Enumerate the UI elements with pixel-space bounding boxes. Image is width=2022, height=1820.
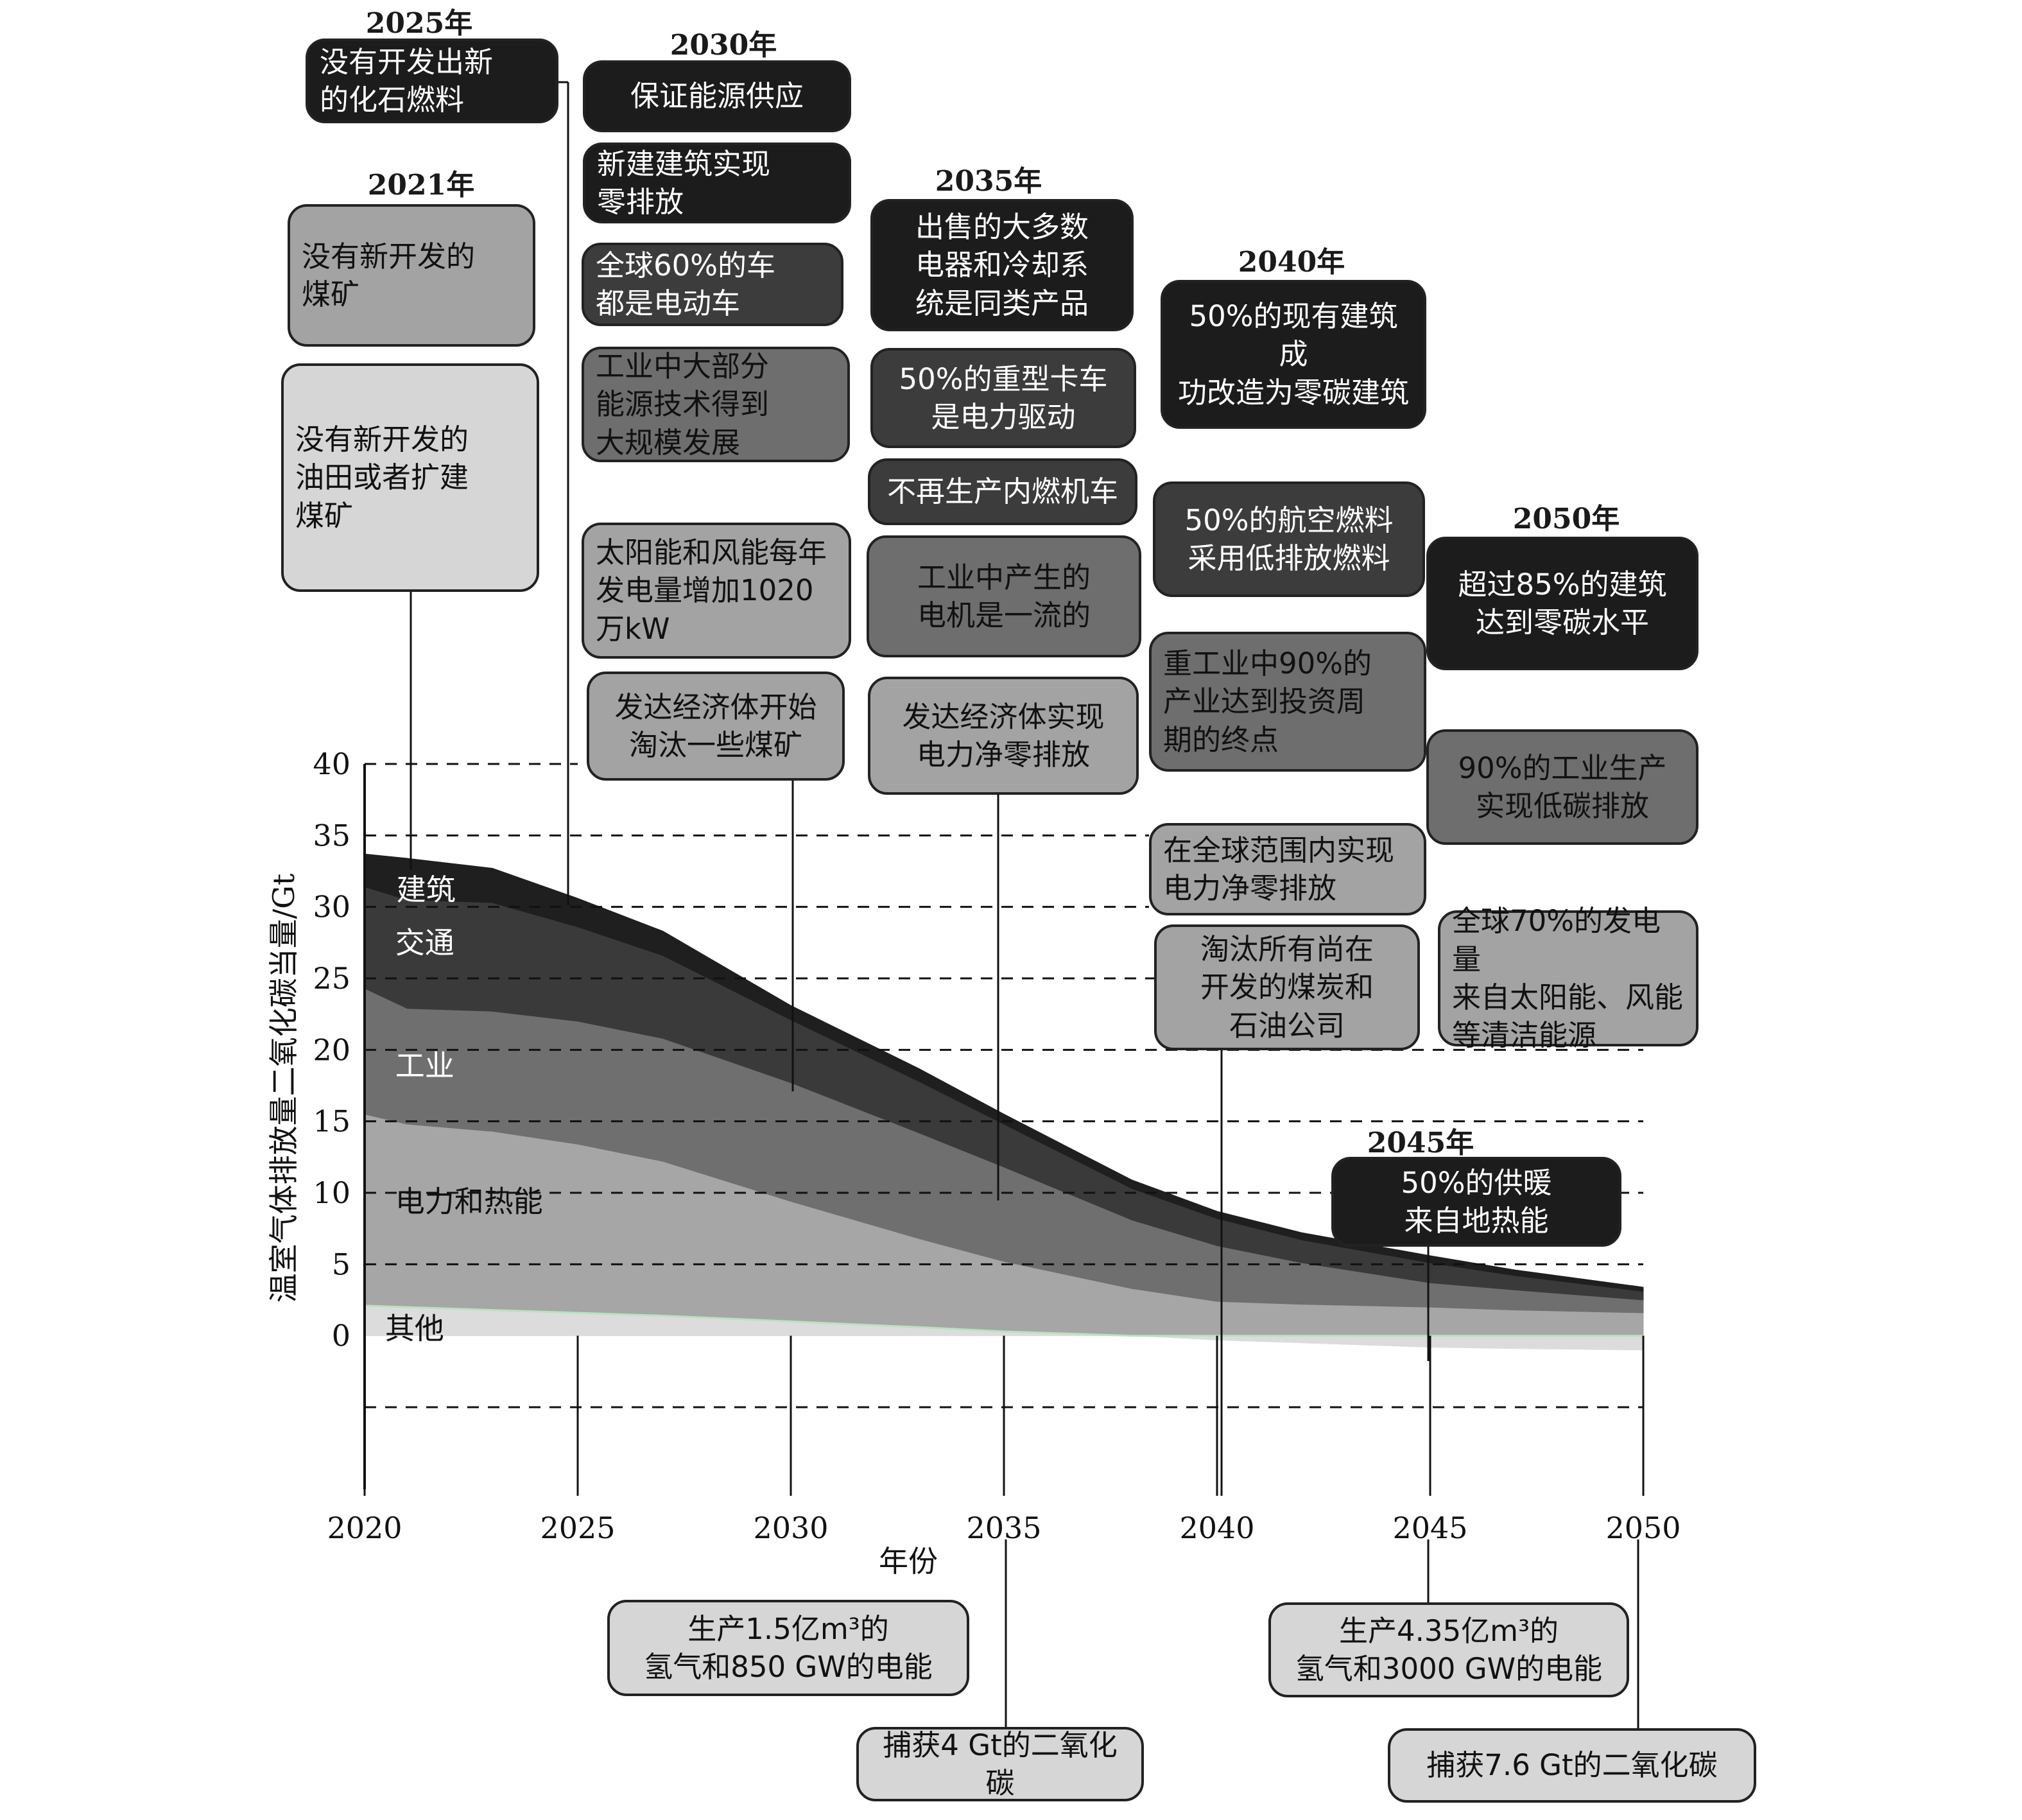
x-tick-label: 2040: [1179, 1511, 1254, 1545]
callout-hydrogen-2045: 生产4.35亿m³的 氢气和3000 GW的电能: [1268, 1602, 1629, 1697]
year-2021-heading: 2021年: [367, 169, 475, 202]
callout-phase-out-coal: 发达经济体开始 淘汰一些煤矿: [587, 672, 845, 781]
series-label: 建筑: [397, 872, 456, 907]
series-label: 工业: [395, 1048, 454, 1083]
area-buildings: [364, 853, 1644, 1292]
callout-phase-out-unabated: 淘汰所有尚在 开发的煤炭和 石油公司: [1154, 924, 1420, 1050]
callout-heating-50: 50%的供暖 来自地热能: [1331, 1157, 1621, 1247]
callout-advanced-power-net-zero: 发达经济体实现 电力净零排放: [868, 677, 1139, 795]
callout-no-new-oil-fields: 没有新开发的 油田或者扩建 煤矿: [281, 363, 539, 592]
callout-appliances: 出售的大多数 电器和冷却系 统是同类产品: [870, 199, 1134, 331]
callout-hydrogen-2030: 生产1.5亿m³的 氢气和850 GW的电能: [607, 1600, 969, 1696]
y-tick-label: 10: [313, 1175, 350, 1210]
y-tick-label: 15: [313, 1104, 350, 1139]
callout-global-power-net-zero: 在全球范围内实现 电力净零排放: [1149, 823, 1426, 915]
callout-capture-2035: 捕获4 Gt的二氧化碳: [856, 1727, 1144, 1801]
callout-heavy-industry-90: 重工业中90%的 产业达到投资周 期的终点: [1149, 632, 1426, 772]
x-tick-label: 2025: [540, 1511, 615, 1545]
y-tick-label: 40: [313, 747, 350, 781]
callout-industry-tech: 工业中大部分 能源技术得到 大规模发展: [582, 347, 850, 462]
x-tick-label: 2045: [1392, 1511, 1467, 1545]
y-tick-label: 25: [313, 961, 350, 996]
callout-retrofit-50: 50%的现有建筑成 功改造为零碳建筑: [1161, 280, 1426, 429]
callout-solar-wind: 太阳能和风能每年 发电量增加1020 万kW: [582, 523, 851, 659]
callout-heavy-trucks: 50%的重型卡车 是电力驱动: [870, 348, 1136, 448]
callout-energy-supply: 保证能源供应: [583, 60, 851, 132]
y-tick-label: 0: [332, 1319, 350, 1353]
series-label: 电力和热能: [395, 1184, 543, 1218]
year-2045-heading: 2045年: [1367, 1127, 1474, 1159]
y-tick-label: 30: [313, 890, 350, 924]
x-tick-label: 2020: [327, 1511, 402, 1545]
year-2035-heading: 2035年: [935, 165, 1042, 198]
year-2025-heading: 2025年: [365, 7, 473, 40]
callout-no-new-fossil-fuels: 没有开发出新 的化石燃料: [306, 39, 558, 123]
year-2040-heading: 2040年: [1238, 246, 1345, 279]
callout-new-buildings-zero: 新建建筑实现 零排放: [583, 143, 851, 223]
callout-capture-2050: 捕获7.6 Gt的二氧化碳: [1388, 1728, 1756, 1803]
y-tick-label: 20: [313, 1032, 350, 1067]
other-top-line: [364, 1304, 1643, 1337]
x-tick-label: 2030: [753, 1511, 828, 1545]
y-tick-label: 35: [313, 818, 350, 853]
series-label: 其他: [385, 1312, 444, 1346]
callout-aviation-fuel: 50%的航空燃料 采用低排放燃料: [1153, 481, 1425, 597]
x-tick-label: 2035: [966, 1511, 1041, 1545]
x-axis-title: 年份: [879, 1544, 938, 1579]
callout-no-new-coal-mines: 没有新开发的 煤矿: [288, 204, 535, 347]
y-axis-title: 温室气体排放量二氧化碳当量/Gt: [266, 873, 301, 1303]
callout-industry-90-low: 90%的工业生产 实现低碳排放: [1426, 729, 1698, 845]
callout-no-ice-cars: 不再生产内燃机车: [868, 458, 1137, 525]
callout-industry-motors: 工业中产生的 电机是一流的: [867, 535, 1141, 657]
series-label: 交通: [395, 925, 454, 960]
callout-clean-power-70: 全球70%的发电量 来自太阳能、风能 等清洁能源: [1438, 904, 1698, 1052]
x-tick-label: 2050: [1605, 1511, 1681, 1545]
y-tick-label: 5: [332, 1247, 350, 1281]
year-2030-heading: 2030年: [670, 29, 777, 62]
callout-ev-60: 全球60%的车 都是电动车: [582, 243, 843, 326]
callout-buildings-85: 超过85%的建筑 达到零碳水平: [1426, 537, 1698, 670]
year-2050-heading: 2050年: [1512, 503, 1620, 535]
